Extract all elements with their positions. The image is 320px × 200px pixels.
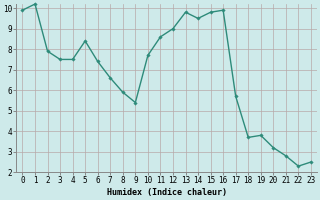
X-axis label: Humidex (Indice chaleur): Humidex (Indice chaleur) <box>107 188 227 197</box>
